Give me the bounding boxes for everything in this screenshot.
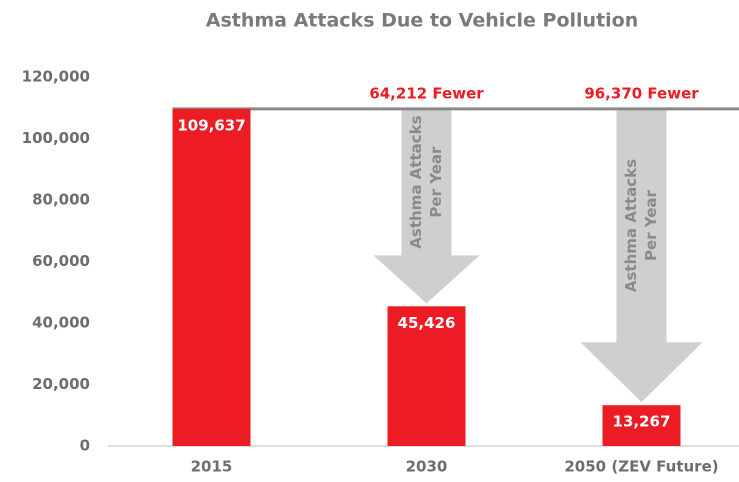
bar <box>602 405 681 446</box>
reduction-arrow <box>580 108 703 403</box>
y-tick-label: 60,000 <box>32 252 90 270</box>
bar <box>387 306 466 446</box>
arrow-label-line: Per Year <box>427 146 445 218</box>
reduction-arrow <box>373 108 480 304</box>
annotation: 64,212 Fewer <box>369 85 484 103</box>
arrow-label-line: Asthma Attacks <box>622 159 640 292</box>
x-tick-label: 2050 (ZEV Future) <box>564 458 718 476</box>
arrow-label-line: Per Year <box>642 189 660 261</box>
arrow-label: Asthma Attacks Per Year <box>407 115 445 248</box>
x-tick-label: 2015 <box>191 458 233 476</box>
value-label: 13,267 <box>613 413 671 431</box>
value-label: 109,637 <box>177 116 245 134</box>
y-tick-label: 0 <box>80 437 90 455</box>
x-tick-label: 2030 <box>406 458 448 476</box>
y-tick-label: 100,000 <box>22 129 90 147</box>
value-label: 45,426 <box>398 314 456 332</box>
bar <box>172 108 251 447</box>
y-tick-label: 40,000 <box>32 314 90 332</box>
chart-title: Asthma Attacks Due to Vehicle Pollution <box>206 10 639 32</box>
annotation: 96,370 Fewer <box>584 85 699 103</box>
y-tick-label: 80,000 <box>32 191 90 209</box>
y-tick-label: 120,000 <box>22 68 90 86</box>
arrow-label-line: Asthma Attacks <box>407 115 425 248</box>
y-tick-label: 20,000 <box>32 375 90 393</box>
arrow-label: Asthma Attacks Per Year <box>622 159 660 292</box>
